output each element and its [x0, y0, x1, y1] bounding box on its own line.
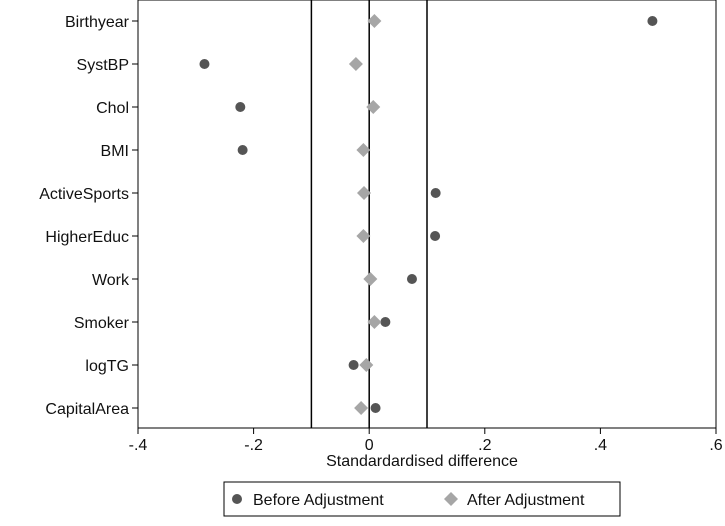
x-tick-label: .4 — [594, 437, 607, 454]
after-adjustment-point — [367, 14, 382, 28]
before-adjustment-point — [430, 188, 441, 198]
after-adjustment-point — [367, 315, 382, 329]
x-tick-label: -.4 — [129, 437, 148, 454]
x-tick-label: .2 — [478, 437, 491, 454]
y-axis-labels: Birthyear SystBP Chol BMI ActiveSports Higher… — [39, 14, 138, 418]
legend-box — [223, 481, 621, 517]
y-tick-label: logTG — [85, 358, 129, 375]
before-adjustment-point — [380, 317, 391, 327]
legend: Before Adjustment After Adjustment — [223, 481, 621, 517]
before-adjustment-point — [348, 360, 359, 370]
y-tick-label: SystBP — [77, 57, 129, 74]
x-tick-label: 0 — [365, 437, 374, 454]
x-axis: -.4 -.2 0 .2 .4 .6 — [129, 428, 723, 454]
before-adjustment-point — [430, 231, 441, 241]
y-tick-label: HigherEduc — [45, 229, 129, 246]
after-adjustment-point — [354, 401, 369, 415]
y-tick-label: Birthyear — [65, 14, 130, 31]
after-adjustment-point — [366, 100, 381, 114]
after-adjustment-point — [359, 358, 374, 372]
before-adjustment-point — [647, 16, 658, 26]
after-adjustment-point — [363, 272, 378, 286]
before-adjustment-point — [406, 274, 417, 284]
legend-label: After Adjustment — [467, 492, 585, 509]
legend-circle-marker — [232, 494, 242, 504]
data-markers — [199, 14, 658, 415]
y-tick-label: Smoker — [74, 315, 130, 332]
after-adjustment-point — [348, 57, 363, 71]
y-tick-label: CapitalArea — [45, 401, 129, 418]
x-axis-title: Standardardised difference — [326, 453, 518, 470]
before-adjustment-point — [237, 145, 248, 155]
before-adjustment-point — [370, 403, 381, 413]
y-tick-label: BMI — [101, 143, 129, 160]
reference-lines — [310, 0, 428, 428]
x-tick-label: -.2 — [244, 437, 263, 454]
x-tick-label: .6 — [709, 437, 722, 454]
after-adjustment-point — [356, 229, 371, 243]
y-tick-label: ActiveSports — [39, 186, 129, 203]
y-tick-label: Work — [92, 272, 130, 289]
after-adjustment-point — [356, 143, 371, 157]
after-adjustment-point — [356, 186, 371, 200]
before-adjustment-point — [199, 59, 210, 69]
before-adjustment-point — [235, 102, 246, 112]
legend-label: Before Adjustment — [253, 492, 384, 509]
legend-diamond-marker — [444, 492, 458, 506]
y-tick-label: Chol — [96, 100, 129, 117]
